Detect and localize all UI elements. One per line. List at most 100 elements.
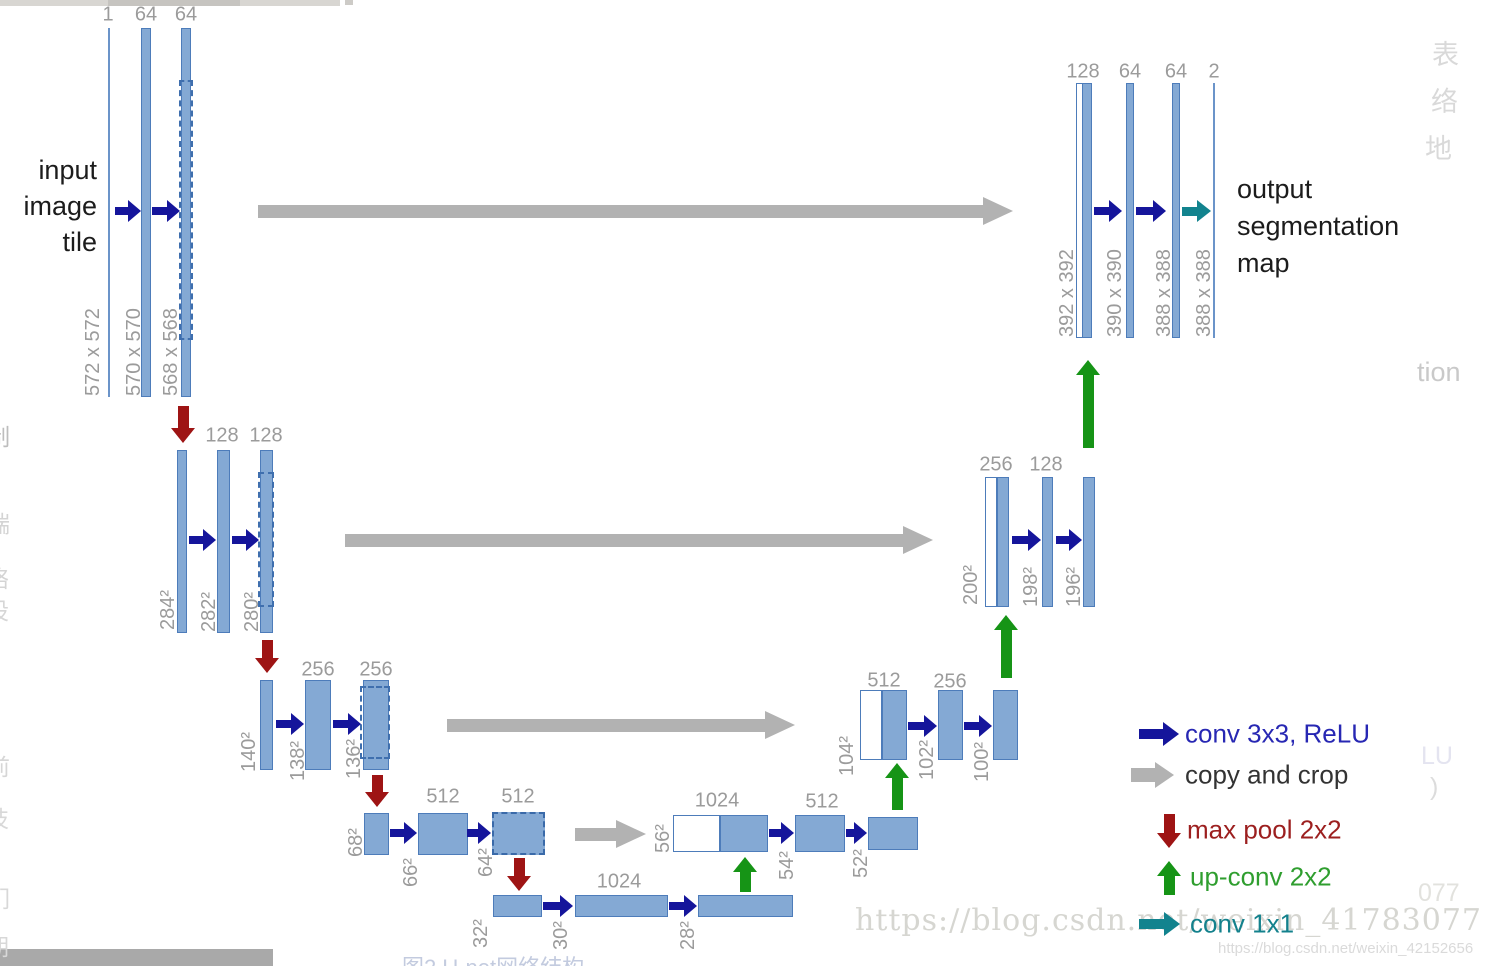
edge-text-fragment: LU — [1421, 742, 1453, 770]
feature-map — [305, 680, 331, 770]
input-label-line: input — [38, 155, 97, 185]
crop-region-outline — [360, 686, 390, 759]
channels-label: 64 — [1164, 60, 1188, 83]
conv-arrow — [232, 529, 259, 551]
max-pool-arrow — [171, 406, 195, 443]
crop-region-outline — [258, 472, 274, 607]
channels-label: 1 — [102, 3, 114, 26]
watermark-small: https://blog.csdn.net/weixin_42152656 — [1218, 940, 1474, 957]
edge-text-fragment: 前 — [0, 748, 10, 782]
conv1x1-arrow — [1182, 200, 1211, 222]
conv1x1-arrow-head — [1197, 200, 1211, 222]
screen-edge-artifact — [108, 0, 240, 6]
channels-label: 1024 — [694, 789, 740, 812]
copy-crop-arrow-head — [903, 526, 933, 554]
input-label-line: tile — [62, 227, 97, 257]
channels-label: 128 — [1066, 60, 1100, 83]
conv-arrow-shaft — [467, 829, 478, 837]
feature-map — [795, 815, 845, 852]
up-conv-arrow — [994, 615, 1018, 678]
crop-region-outline — [179, 80, 193, 340]
screen-edge-artifact — [345, 0, 353, 5]
output-segmentation-map-label: output segmentation map — [1237, 171, 1399, 282]
legend-max-pool-arrow — [1157, 814, 1181, 848]
channels-label: 64 — [1118, 60, 1142, 83]
conv-arrow — [543, 895, 573, 917]
edge-text-fragment: 络 — [0, 560, 9, 594]
copy-crop-arrow — [345, 526, 933, 554]
conv-arrow — [189, 529, 216, 551]
channels-label: 512 — [501, 785, 535, 808]
conv-arrow-head — [404, 822, 417, 844]
legend-label: conv 3x3, ReLU — [1185, 718, 1370, 749]
conv-arrow — [152, 200, 180, 222]
copy-crop-arrow-shaft — [575, 827, 616, 841]
up-conv-arrow-head — [994, 615, 1018, 630]
legend-max-pool-arrow-shaft — [1163, 814, 1175, 833]
conv-arrow — [964, 715, 992, 737]
feature-map-copied — [860, 690, 882, 760]
channels-label: 256 — [359, 658, 393, 681]
conv-arrow-shaft — [390, 829, 404, 837]
max-pool-arrow-head — [365, 792, 389, 807]
feature-map-line — [1213, 83, 1215, 338]
feature-map — [217, 450, 230, 633]
conv-arrow-shaft — [964, 722, 979, 730]
copy-crop-arrow — [575, 820, 646, 848]
conv-arrow — [1056, 529, 1082, 551]
conv-arrow-shaft — [1012, 536, 1028, 544]
conv-arrow-head — [781, 822, 794, 844]
edge-text-fragment: 制 — [0, 418, 10, 452]
conv-arrow-shaft — [232, 536, 246, 544]
edge-text-fragment: ) — [1430, 773, 1439, 801]
conv-arrow-head — [203, 529, 216, 551]
up-conv-arrow-head — [885, 763, 909, 778]
feature-map — [938, 690, 963, 760]
input-image-tile-label: input image tile — [0, 152, 97, 260]
conv-arrow-shaft — [543, 902, 560, 910]
output-label-line: output — [1237, 174, 1313, 204]
legend-label: copy and crop — [1185, 759, 1349, 790]
conv-arrow — [276, 713, 304, 735]
edge-text-fragment: tion — [1417, 357, 1461, 387]
channels-label: 128 — [249, 424, 283, 447]
feature-map — [1082, 83, 1092, 338]
copy-crop-arrow-shaft — [258, 204, 983, 218]
copy-crop-arrow — [258, 197, 1013, 225]
conv-arrow-shaft — [846, 829, 854, 837]
legend-up-conv-arrow-shaft — [1163, 876, 1175, 895]
max-pool-arrow-head — [507, 876, 531, 891]
output-label-line: segmentation — [1237, 211, 1400, 241]
edge-text-fragment: 地 — [1425, 134, 1452, 164]
conv-arrow-shaft — [908, 722, 924, 730]
channels-label: 128 — [205, 424, 239, 447]
feature-map-line — [108, 28, 110, 397]
copy-crop-arrow-head — [616, 820, 646, 848]
conv-arrow-head — [924, 715, 937, 737]
max-pool-arrow-head — [171, 428, 195, 443]
edge-text-fragment: 络 — [1431, 87, 1458, 117]
feature-map — [418, 813, 468, 855]
conv-arrow-head — [128, 200, 141, 222]
legend-copy-arrow-head — [1155, 762, 1174, 788]
channels-label: 2 — [1208, 60, 1220, 83]
feature-map — [177, 450, 187, 633]
edge-text-fragment: 期 — [0, 928, 9, 962]
legend-label: conv 1x1 — [1190, 908, 1295, 939]
conv-arrow-shaft — [333, 720, 348, 728]
conv-arrow — [846, 822, 867, 844]
max-pool-arrow-head — [255, 658, 279, 673]
conv-arrow-head — [1069, 529, 1082, 551]
channels-label: 256 — [301, 658, 335, 681]
legend-label: up-conv 2x2 — [1190, 861, 1332, 892]
channels-label: 512 — [867, 669, 901, 692]
conv-arrow-shaft — [1136, 207, 1153, 215]
copy-crop-arrow-head — [765, 711, 795, 739]
conv-arrow-shaft — [1094, 207, 1109, 215]
feature-map-cropped — [492, 812, 545, 855]
channels-label: 1024 — [596, 870, 642, 893]
edge-text-fragment: 表 — [1432, 40, 1459, 70]
conv-arrow-shaft — [276, 720, 291, 728]
conv-arrow-head — [478, 822, 491, 844]
